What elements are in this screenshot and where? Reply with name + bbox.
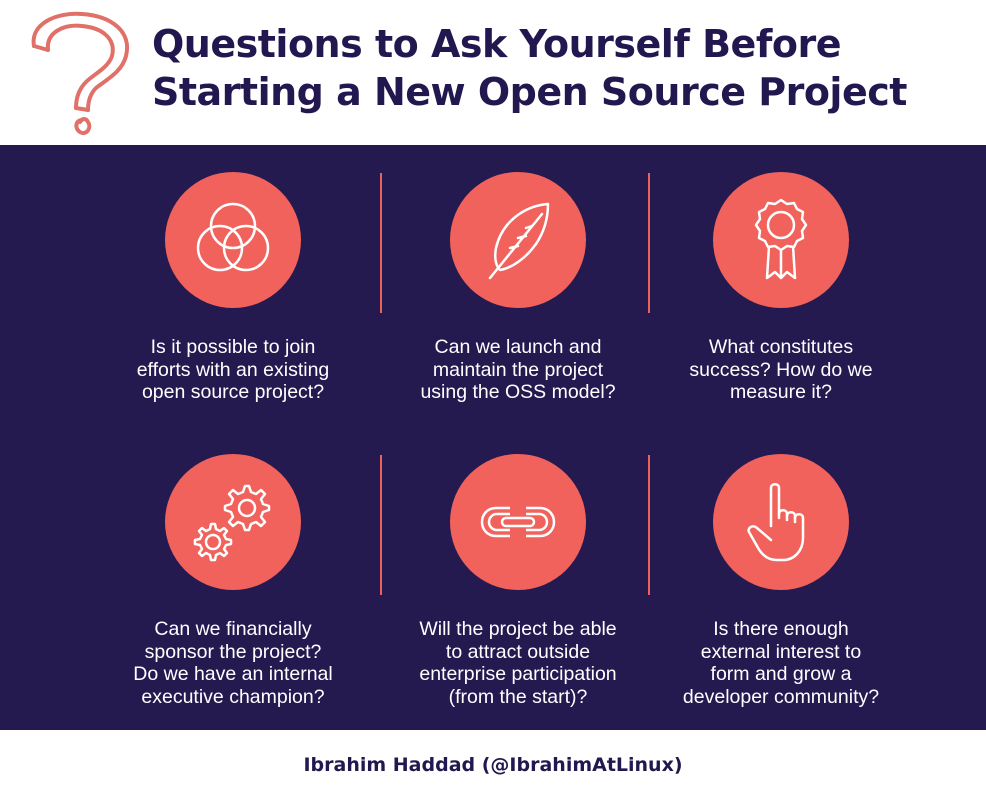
question-text: Can we launch and maintain the project u… (420, 336, 616, 403)
gears-icon (193, 484, 271, 562)
question-card: Is there enough external interest to for… (631, 454, 931, 708)
question-text: Is there enough external interest to for… (682, 618, 880, 708)
question-icon-circle (450, 172, 586, 308)
question-text: Is it possible to join efforts with an e… (136, 336, 330, 403)
column-divider (648, 173, 650, 313)
question-icon-circle (165, 172, 301, 308)
question-text: Will the project be able to attract outs… (419, 618, 617, 708)
column-divider (380, 455, 382, 595)
questions-panel: Is it possible to join efforts with an e… (0, 145, 986, 730)
chain-link-icon (480, 506, 556, 538)
question-card: Is it possible to join efforts with an e… (83, 172, 383, 404)
question-card: What constitutes success? How do we meas… (631, 172, 931, 404)
author-credit: Ibrahim Haddad (@IbrahimAtLinux) (303, 754, 683, 776)
question-card: Can we financially sponsor the project? … (83, 454, 383, 708)
award-ribbon-icon (754, 198, 808, 280)
question-card: Can we launch and maintain the project u… (368, 172, 668, 404)
column-divider (380, 173, 382, 313)
footer: Ibrahim Haddad (@IbrahimAtLinux) (0, 730, 986, 800)
question-text: What constitutes success? How do we meas… (689, 336, 873, 403)
question-icon-circle (713, 172, 849, 308)
question-icon-circle (450, 454, 586, 590)
question-icon-circle (713, 454, 849, 590)
header: Questions to Ask Yourself Before Startin… (0, 0, 986, 145)
title-line-1: Questions to Ask Yourself Before (152, 22, 841, 66)
feather-icon (488, 202, 550, 280)
title-line-2: Starting a New Open Source Project (152, 70, 907, 114)
question-icon-circle (165, 454, 301, 590)
overlapping-circles-icon (196, 202, 270, 272)
page-title: Questions to Ask Yourself Before Startin… (152, 20, 982, 116)
pointing-hand-icon (747, 483, 805, 562)
column-divider (648, 455, 650, 595)
question-mark-icon (31, 11, 130, 135)
question-card: Will the project be able to attract outs… (368, 454, 668, 708)
question-text: Can we financially sponsor the project? … (133, 618, 333, 708)
